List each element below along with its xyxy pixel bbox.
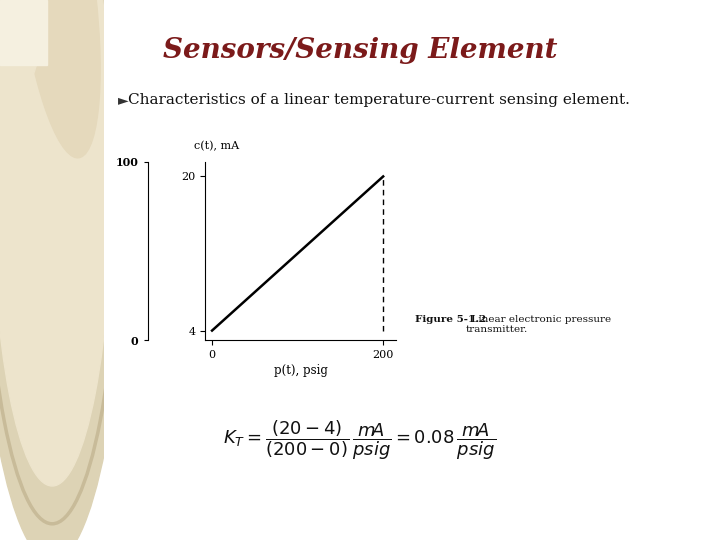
Text: c(t), mA: c(t), mA xyxy=(194,141,239,151)
Text: $\mathit{K}_{T} = \dfrac{(20-4)}{(200-0)}\,\dfrac{m\!A}{psig} = 0.08\,\dfrac{m\!: $\mathit{K}_{T} = \dfrac{(20-4)}{(200-0)… xyxy=(223,418,497,462)
Ellipse shape xyxy=(0,0,47,115)
Bar xyxy=(0,0,47,65)
Circle shape xyxy=(0,0,113,486)
Text: Figure 5-1.2: Figure 5-1.2 xyxy=(415,315,487,324)
Ellipse shape xyxy=(14,0,100,158)
Text: ►: ► xyxy=(118,93,129,107)
X-axis label: p(t), psig: p(t), psig xyxy=(274,364,328,377)
Circle shape xyxy=(0,0,127,540)
Text: Characteristics of a linear temperature-current sensing element.: Characteristics of a linear temperature-… xyxy=(128,93,630,107)
Text: Sensors/Sensing Element: Sensors/Sensing Element xyxy=(163,37,557,64)
Text: Linear electronic pressure
transmitter.: Linear electronic pressure transmitter. xyxy=(465,315,611,334)
